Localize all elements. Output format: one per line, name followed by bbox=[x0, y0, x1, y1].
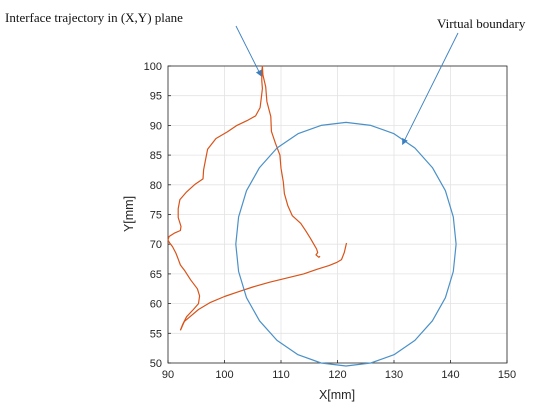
axis-ticks: 90 100 110 120 130 140 150 50 55 60 65 70 75 80 85 90 95… bbox=[144, 61, 517, 381]
boundary-annotation-label: Virtual boundary bbox=[437, 16, 526, 31]
x-tick-label: 130 bbox=[385, 369, 403, 381]
y-tick-label: 80 bbox=[150, 180, 162, 192]
annotations: Interface trajectory in (X,Y) plane Virt… bbox=[5, 10, 526, 145]
x-tick-label: 140 bbox=[441, 369, 459, 381]
y-tick-label: 60 bbox=[150, 299, 162, 311]
x-tick-label: 120 bbox=[328, 369, 346, 381]
y-tick-label: 85 bbox=[150, 150, 162, 162]
y-tick-label: 75 bbox=[150, 210, 162, 222]
trajectory-annotation-label: Interface trajectory in (X,Y) plane bbox=[5, 10, 183, 25]
x-tick-label: 110 bbox=[272, 369, 290, 381]
y-tick-label: 70 bbox=[150, 239, 162, 251]
x-tick-label: 150 bbox=[498, 369, 516, 381]
trajectory-annotation-arrow bbox=[235, 25, 262, 77]
y-tick-label: 65 bbox=[150, 269, 162, 281]
trajectory-branch-line bbox=[179, 242, 348, 331]
y-tick-label: 90 bbox=[150, 120, 162, 132]
y-tick-label: 100 bbox=[144, 61, 162, 73]
trajectory-line bbox=[167, 65, 321, 331]
series-group bbox=[167, 65, 457, 367]
x-tick-label: 90 bbox=[162, 369, 174, 381]
boundary-annotation-arrow bbox=[402, 32, 459, 145]
y-tick-label: 50 bbox=[150, 358, 162, 370]
x-tick-label: 100 bbox=[215, 369, 233, 381]
y-tick-label: 55 bbox=[150, 328, 162, 340]
y-axis-title: Y[mm] bbox=[122, 196, 136, 232]
y-tick-label: 95 bbox=[150, 91, 162, 103]
boundary-line bbox=[235, 121, 457, 367]
x-axis-title: X[mm] bbox=[319, 388, 355, 402]
